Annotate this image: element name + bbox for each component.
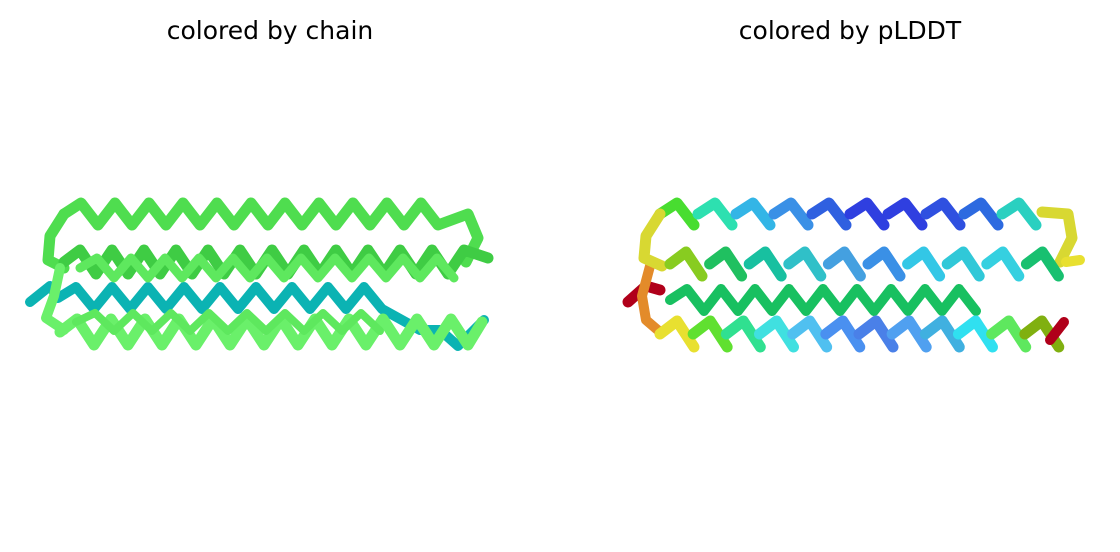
middle-helix-front <box>75 253 459 283</box>
plddt-panel: colored by pLDDT <box>580 0 1120 552</box>
top-helix-seg <box>844 197 890 231</box>
chain-a-helix <box>25 281 489 351</box>
middle-helix-seg <box>981 246 1025 282</box>
front-helix-seg <box>720 315 766 353</box>
front-helix-seg <box>886 315 932 353</box>
top-helix-seg <box>692 197 738 231</box>
front-helix-upper <box>72 309 384 335</box>
front-helix-seg <box>953 315 998 353</box>
lower-left-loop <box>637 261 665 337</box>
top-helix-seg <box>730 197 776 231</box>
middle-helix-seg <box>1020 246 1064 282</box>
front-helix-seg <box>754 315 799 353</box>
top-helix <box>58 197 484 268</box>
right-loop <box>1036 206 1078 268</box>
plddt-structure-view <box>622 197 1085 353</box>
middle-helix-seg <box>862 246 906 282</box>
middle-helix-end <box>1061 255 1085 267</box>
lower-left-loop <box>41 263 69 335</box>
top-helix-seg <box>806 197 852 231</box>
front-helix-seg <box>853 315 899 353</box>
back-helix <box>665 284 981 316</box>
middle-helix-seg <box>902 246 946 282</box>
middle-helix-seg <box>664 246 708 282</box>
left-loop <box>638 208 668 272</box>
middle-helix-seg <box>704 246 748 282</box>
top-helix-seg <box>882 197 928 231</box>
front-helix <box>54 313 488 351</box>
chain-panel-title: colored by chain <box>166 16 374 45</box>
top-helix-seg <box>958 197 1004 231</box>
chain-panel: colored by chain <box>0 0 540 552</box>
front-helix-seg <box>820 315 866 353</box>
top-helix-seg <box>996 197 1042 231</box>
c-terminus <box>1045 317 1069 345</box>
middle-helix-seg <box>783 246 827 282</box>
top-helix-seg <box>654 197 700 231</box>
middle-helix-seg <box>743 246 787 282</box>
left-loop <box>42 208 70 274</box>
chain-structure-view <box>25 197 494 351</box>
front-helix-seg <box>986 315 1032 353</box>
front-helix-seg <box>687 315 733 353</box>
front-helix-seg <box>654 315 700 353</box>
front-helix-seg <box>919 315 965 353</box>
middle-helix-seg <box>822 246 866 282</box>
middle-helix-seg <box>941 246 985 282</box>
top-helix-seg <box>768 197 814 231</box>
front-helix-seg <box>787 315 833 353</box>
plddt-panel-title: colored by pLDDT <box>738 16 962 45</box>
top-helix-seg <box>920 197 966 231</box>
